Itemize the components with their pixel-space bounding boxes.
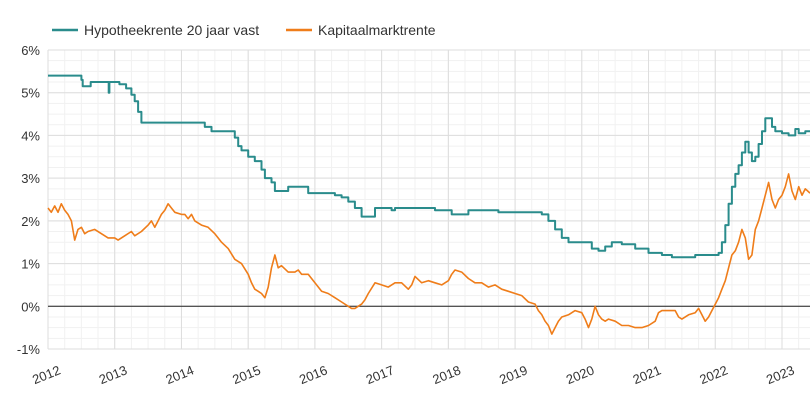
series-layer xyxy=(47,74,810,335)
y-axis: 6% 5% 4% 3% 2% 1% 0% -1% xyxy=(17,43,41,357)
x-tick-label: 2014 xyxy=(164,362,196,387)
legend-item-kapitaalmarktrente[interactable]: Kapitaalmarktrente xyxy=(286,22,436,38)
y-tick-label: 4% xyxy=(21,128,40,143)
x-tick-label: 2018 xyxy=(430,362,462,387)
major-gridlines xyxy=(47,49,810,350)
y-tick-label: 5% xyxy=(21,86,40,101)
x-tick-label: 2020 xyxy=(564,362,596,387)
x-tick-label: 2023 xyxy=(764,362,796,387)
x-tick-label: 2022 xyxy=(697,362,729,387)
y-tick-label: 3% xyxy=(21,171,40,186)
series-line-kapitaalmarktrente xyxy=(47,173,810,335)
x-tick-label: 2016 xyxy=(297,362,329,387)
series-line-hypotheekrente xyxy=(48,74,810,259)
x-tick-label: 2013 xyxy=(97,362,129,387)
y-tick-label: 0% xyxy=(21,299,40,314)
legend-label: Kapitaalmarktrente xyxy=(318,22,436,38)
y-tick-label: -1% xyxy=(17,342,41,357)
x-tick-label: 2021 xyxy=(631,362,663,387)
y-tick-label: 2% xyxy=(21,214,40,229)
legend-label: Hypotheekrente 20 jaar vast xyxy=(84,22,259,38)
x-tick-label: 2017 xyxy=(364,362,396,387)
minor-gridlines xyxy=(47,49,810,350)
x-tick-label: 2012 xyxy=(30,362,62,387)
legend[interactable]: Hypotheekrente 20 jaar vast Kapitaalmark… xyxy=(52,22,436,38)
x-tick-label: 2019 xyxy=(497,362,529,387)
x-axis: 2012 2013 2014 2015 2016 2017 2018 2019 2020 2021… xyxy=(30,362,796,387)
x-tick-label: 2015 xyxy=(230,362,262,387)
legend-item-hypotheekrente[interactable]: Hypotheekrente 20 jaar vast xyxy=(52,22,259,38)
y-tick-label: 1% xyxy=(21,257,40,272)
y-tick-label: 6% xyxy=(21,43,40,58)
